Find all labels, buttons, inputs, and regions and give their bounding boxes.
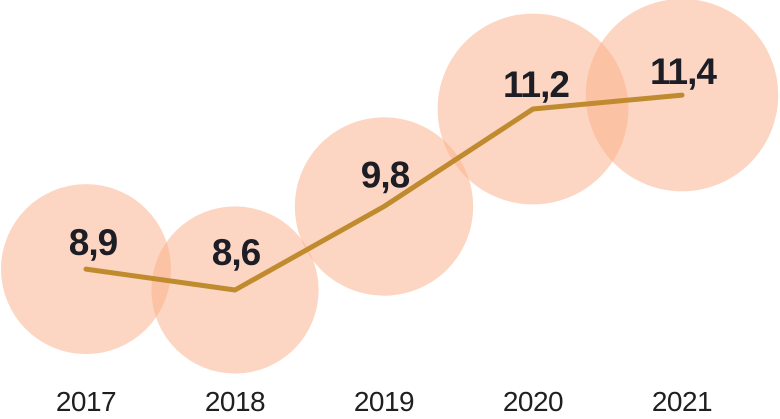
value-label-2018: 8,6: [212, 232, 261, 273]
trend-line: [83, 92, 685, 293]
year-label-2019: 2019: [354, 386, 414, 417]
value-label-2019: 9,8: [361, 155, 410, 196]
year-label-2018: 2018: [205, 386, 265, 417]
year-label-2017: 2017: [56, 386, 116, 417]
year-label-2021: 2021: [652, 386, 712, 417]
year-label-2020: 2020: [503, 386, 563, 417]
value-label-2017: 8,9: [69, 222, 118, 263]
value-label-2021: 11,4: [650, 51, 717, 92]
value-label-2020: 11,2: [503, 64, 569, 105]
